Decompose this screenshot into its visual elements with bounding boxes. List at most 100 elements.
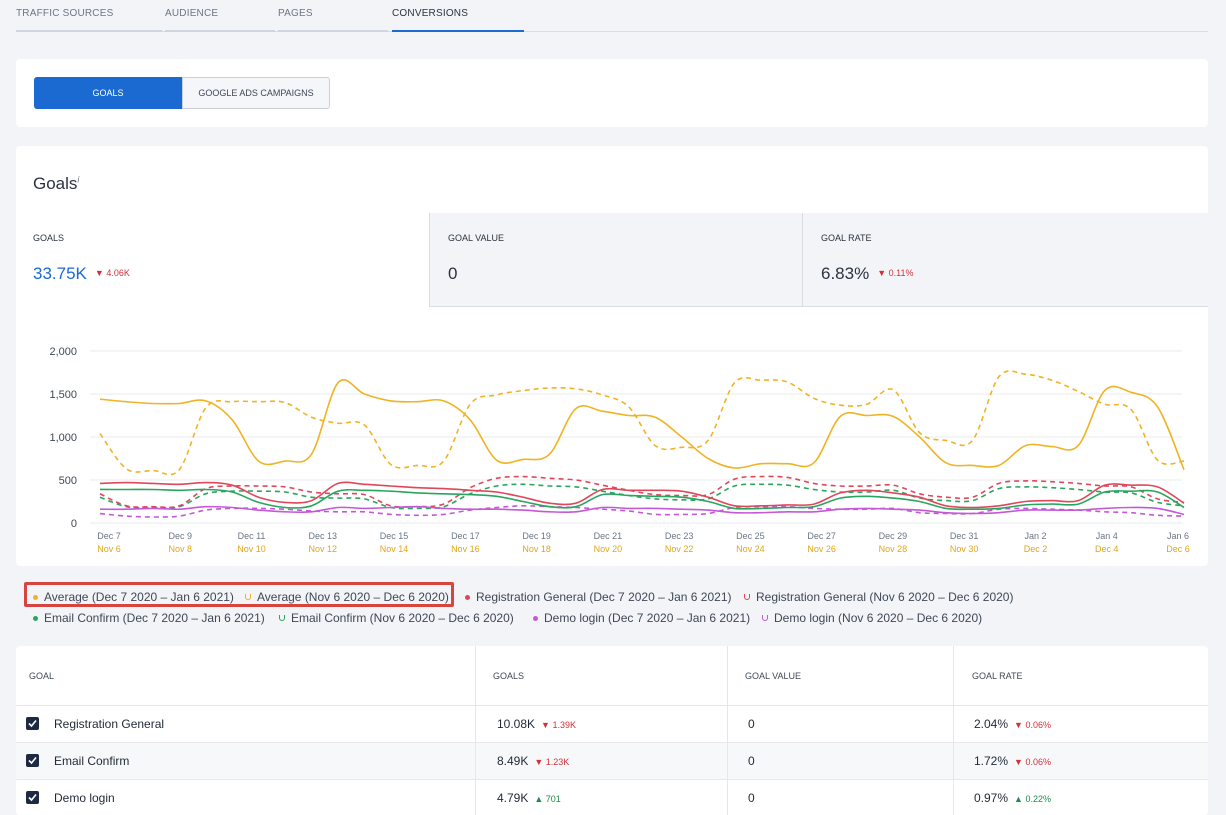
x-tick-label: Dec 25: [736, 531, 765, 541]
legend-item[interactable]: Registration General (Nov 6 2020 – Dec 6…: [744, 590, 1013, 604]
goal-name: Email Confirm: [54, 754, 130, 768]
row-checkbox[interactable]: [26, 754, 39, 767]
goal-rate: 1.72% ▼ 0.06%: [974, 754, 1051, 768]
kpi-inactive-group: GOAL VALUE 0 GOAL RATE 6.83% ▼ 0.11%: [429, 213, 1208, 307]
x-tick-label: Dec 9: [169, 531, 193, 541]
kpi-goals[interactable]: GOALS 33.75K ▼ 4.06K: [16, 213, 429, 307]
legend-item[interactable]: Average (Nov 6 2020 – Dec 6 2020): [245, 590, 449, 604]
goal-name: Registration General: [54, 717, 165, 731]
series-line-3: [99, 475, 1185, 509]
x-tick-label-compare: Nov 6: [97, 544, 121, 554]
legend-swatch-icon: [33, 594, 38, 600]
series-line-1: [99, 370, 1185, 476]
series-line-6: [99, 505, 1185, 516]
series-line-7: [99, 504, 1185, 518]
legend-item[interactable]: Email Confirm (Dec 7 2020 – Jan 6 2021): [33, 611, 265, 625]
legend-item[interactable]: Demo login (Nov 6 2020 – Dec 6 2020): [762, 611, 982, 625]
x-tick-label: Jan 4: [1096, 531, 1118, 541]
goals-line-chart[interactable]: 2,000 1,500 1,000 500 0 Dec 7 Nov 6 Dec 9 Nov 8 D…: [0, 0, 1226, 566]
y-tick-label: 1,000: [49, 432, 77, 444]
x-tick-label: Dec 21: [594, 531, 623, 541]
kpi-goal-value[interactable]: GOAL VALUE 0: [430, 213, 803, 307]
x-tick-label: Dec 17: [451, 531, 480, 541]
column-header-goal-rate[interactable]: GOAL RATE: [972, 671, 1023, 681]
tab-traffic-sources[interactable]: TRAFFIC SOURCES: [16, 8, 114, 19]
row-checkbox[interactable]: [26, 717, 39, 730]
x-tick-label: Dec 11: [238, 531, 266, 541]
x-tick-label-compare: Nov 26: [807, 544, 836, 554]
legend-label: Registration General (Dec 7 2020 – Jan 6…: [476, 590, 732, 604]
goal-name: Demo login: [54, 791, 115, 805]
tab-audience[interactable]: AUDIENCE: [165, 8, 219, 19]
legend-label: Email Confirm (Nov 6 2020 – Dec 6 2020): [291, 611, 514, 625]
tab-pages[interactable]: PAGES: [278, 8, 313, 19]
kpi-row: GOALS 33.75K ▼ 4.06K GOAL VALUE 0 GOAL RA…: [16, 213, 1208, 307]
legend-label: Registration General (Nov 6 2020 – Dec 6…: [756, 590, 1014, 604]
kpi-label: GOAL VALUE: [448, 233, 505, 243]
x-tick-label-compare: Nov 14: [380, 544, 409, 554]
x-tick-label: Dec 27: [807, 531, 836, 541]
legend-swatch-icon: [279, 615, 285, 621]
x-tick-label: Dec 7: [97, 531, 121, 541]
kpi-delta: ▼ 4.06K: [94, 268, 130, 278]
legend-label: Demo login (Nov 6 2020 – Dec 6 2020): [774, 611, 983, 625]
y-tick-label: 2,000: [49, 346, 77, 358]
goals-count: 4.79K ▲ 701: [497, 791, 561, 805]
x-tick-label: Jan 6: [1167, 531, 1189, 541]
legend-swatch-icon: [533, 615, 538, 621]
google-ads-campaigns-button[interactable]: GOOGLE ADS CAMPAIGNS: [182, 77, 330, 109]
tab-conversions[interactable]: CONVERSIONS: [392, 8, 469, 19]
x-tick-label-compare: Nov 16: [451, 544, 480, 554]
kpi-label: GOAL RATE: [821, 233, 872, 243]
goals-segment-button[interactable]: GOALS: [34, 77, 182, 109]
column-header-goals[interactable]: GOALS: [493, 671, 525, 681]
goal-value: 0: [748, 754, 755, 768]
column-header-goal-value[interactable]: GOAL VALUE: [745, 671, 802, 681]
x-tick-label: Dec 23: [665, 531, 694, 541]
legend-item[interactable]: Email Confirm (Nov 6 2020 – Dec 6 2020): [279, 611, 514, 625]
goals-card: Goalsi GOALS 33.75K ▼ 4.06K GOAL VALUE 0 …: [16, 146, 1208, 566]
legend-item[interactable]: Demo login (Dec 7 2020 – Jan 6 2021): [533, 611, 750, 625]
x-tick-label-compare: Dec 2: [1024, 544, 1048, 554]
legend-label: Average (Nov 6 2020 – Dec 6 2020): [257, 590, 449, 604]
goal-value: 0: [748, 717, 755, 731]
kpi-value: 0: [448, 264, 458, 283]
kpi-divider: [802, 213, 803, 307]
x-tick-label-compare: Dec 6: [1166, 544, 1190, 554]
x-tick-label-compare: Nov 30: [950, 544, 979, 554]
legend-label: Average (Dec 7 2020 – Jan 6 2021): [44, 590, 234, 604]
legend-swatch-icon: [744, 594, 750, 600]
series-line-5: [99, 483, 1185, 510]
table-row: Registration General 10.08K ▼ 1.39K 0 2.0…: [16, 705, 1208, 742]
legend-swatch-icon: [245, 594, 251, 600]
legend-swatch-icon: [33, 615, 38, 621]
kpi-value: 6.83% ▼ 0.11%: [821, 264, 914, 283]
x-tick-label: Dec 13: [309, 531, 338, 541]
info-icon[interactable]: i: [77, 174, 80, 185]
tab-underline: [278, 30, 388, 32]
x-tick-label-compare: Nov 24: [736, 544, 765, 554]
series-line-4: [99, 488, 1185, 511]
legend-item[interactable]: Registration General (Dec 7 2020 – Jan 6…: [465, 590, 732, 604]
row-checkbox[interactable]: [26, 791, 39, 804]
tab-underline: [165, 30, 275, 32]
column-divider: [727, 646, 728, 815]
kpi-value: 33.75K ▼ 4.06K: [33, 264, 130, 283]
x-tick-label-compare: Nov 10: [237, 544, 266, 554]
x-tick-label-compare: Nov 22: [665, 544, 694, 554]
goals-count: 10.08K ▼ 1.39K: [497, 717, 576, 731]
legend-swatch-icon: [762, 615, 768, 621]
legend-item[interactable]: Average (Dec 7 2020 – Jan 6 2021): [33, 590, 234, 604]
goals-count: 8.49K ▼ 1.23K: [497, 754, 570, 768]
x-tick-label: Dec 19: [522, 531, 551, 541]
y-tick-label: 1,500: [49, 389, 77, 401]
goal-rate: 0.97% ▲ 0.22%: [974, 791, 1051, 805]
active-tab-indicator: [392, 30, 524, 32]
x-tick-label: Jan 2: [1024, 531, 1046, 541]
y-tick-label: 500: [59, 475, 77, 487]
column-header-goal[interactable]: GOAL: [29, 671, 55, 681]
kpi-label: GOALS: [33, 233, 65, 243]
table-row: Email Confirm 8.49K ▼ 1.23K 0 1.72% ▼ 0.06…: [16, 742, 1208, 779]
kpi-goal-rate[interactable]: GOAL RATE 6.83% ▼ 0.11%: [803, 213, 1209, 307]
segment-card: GOALS GOOGLE ADS CAMPAIGNS: [16, 59, 1208, 127]
